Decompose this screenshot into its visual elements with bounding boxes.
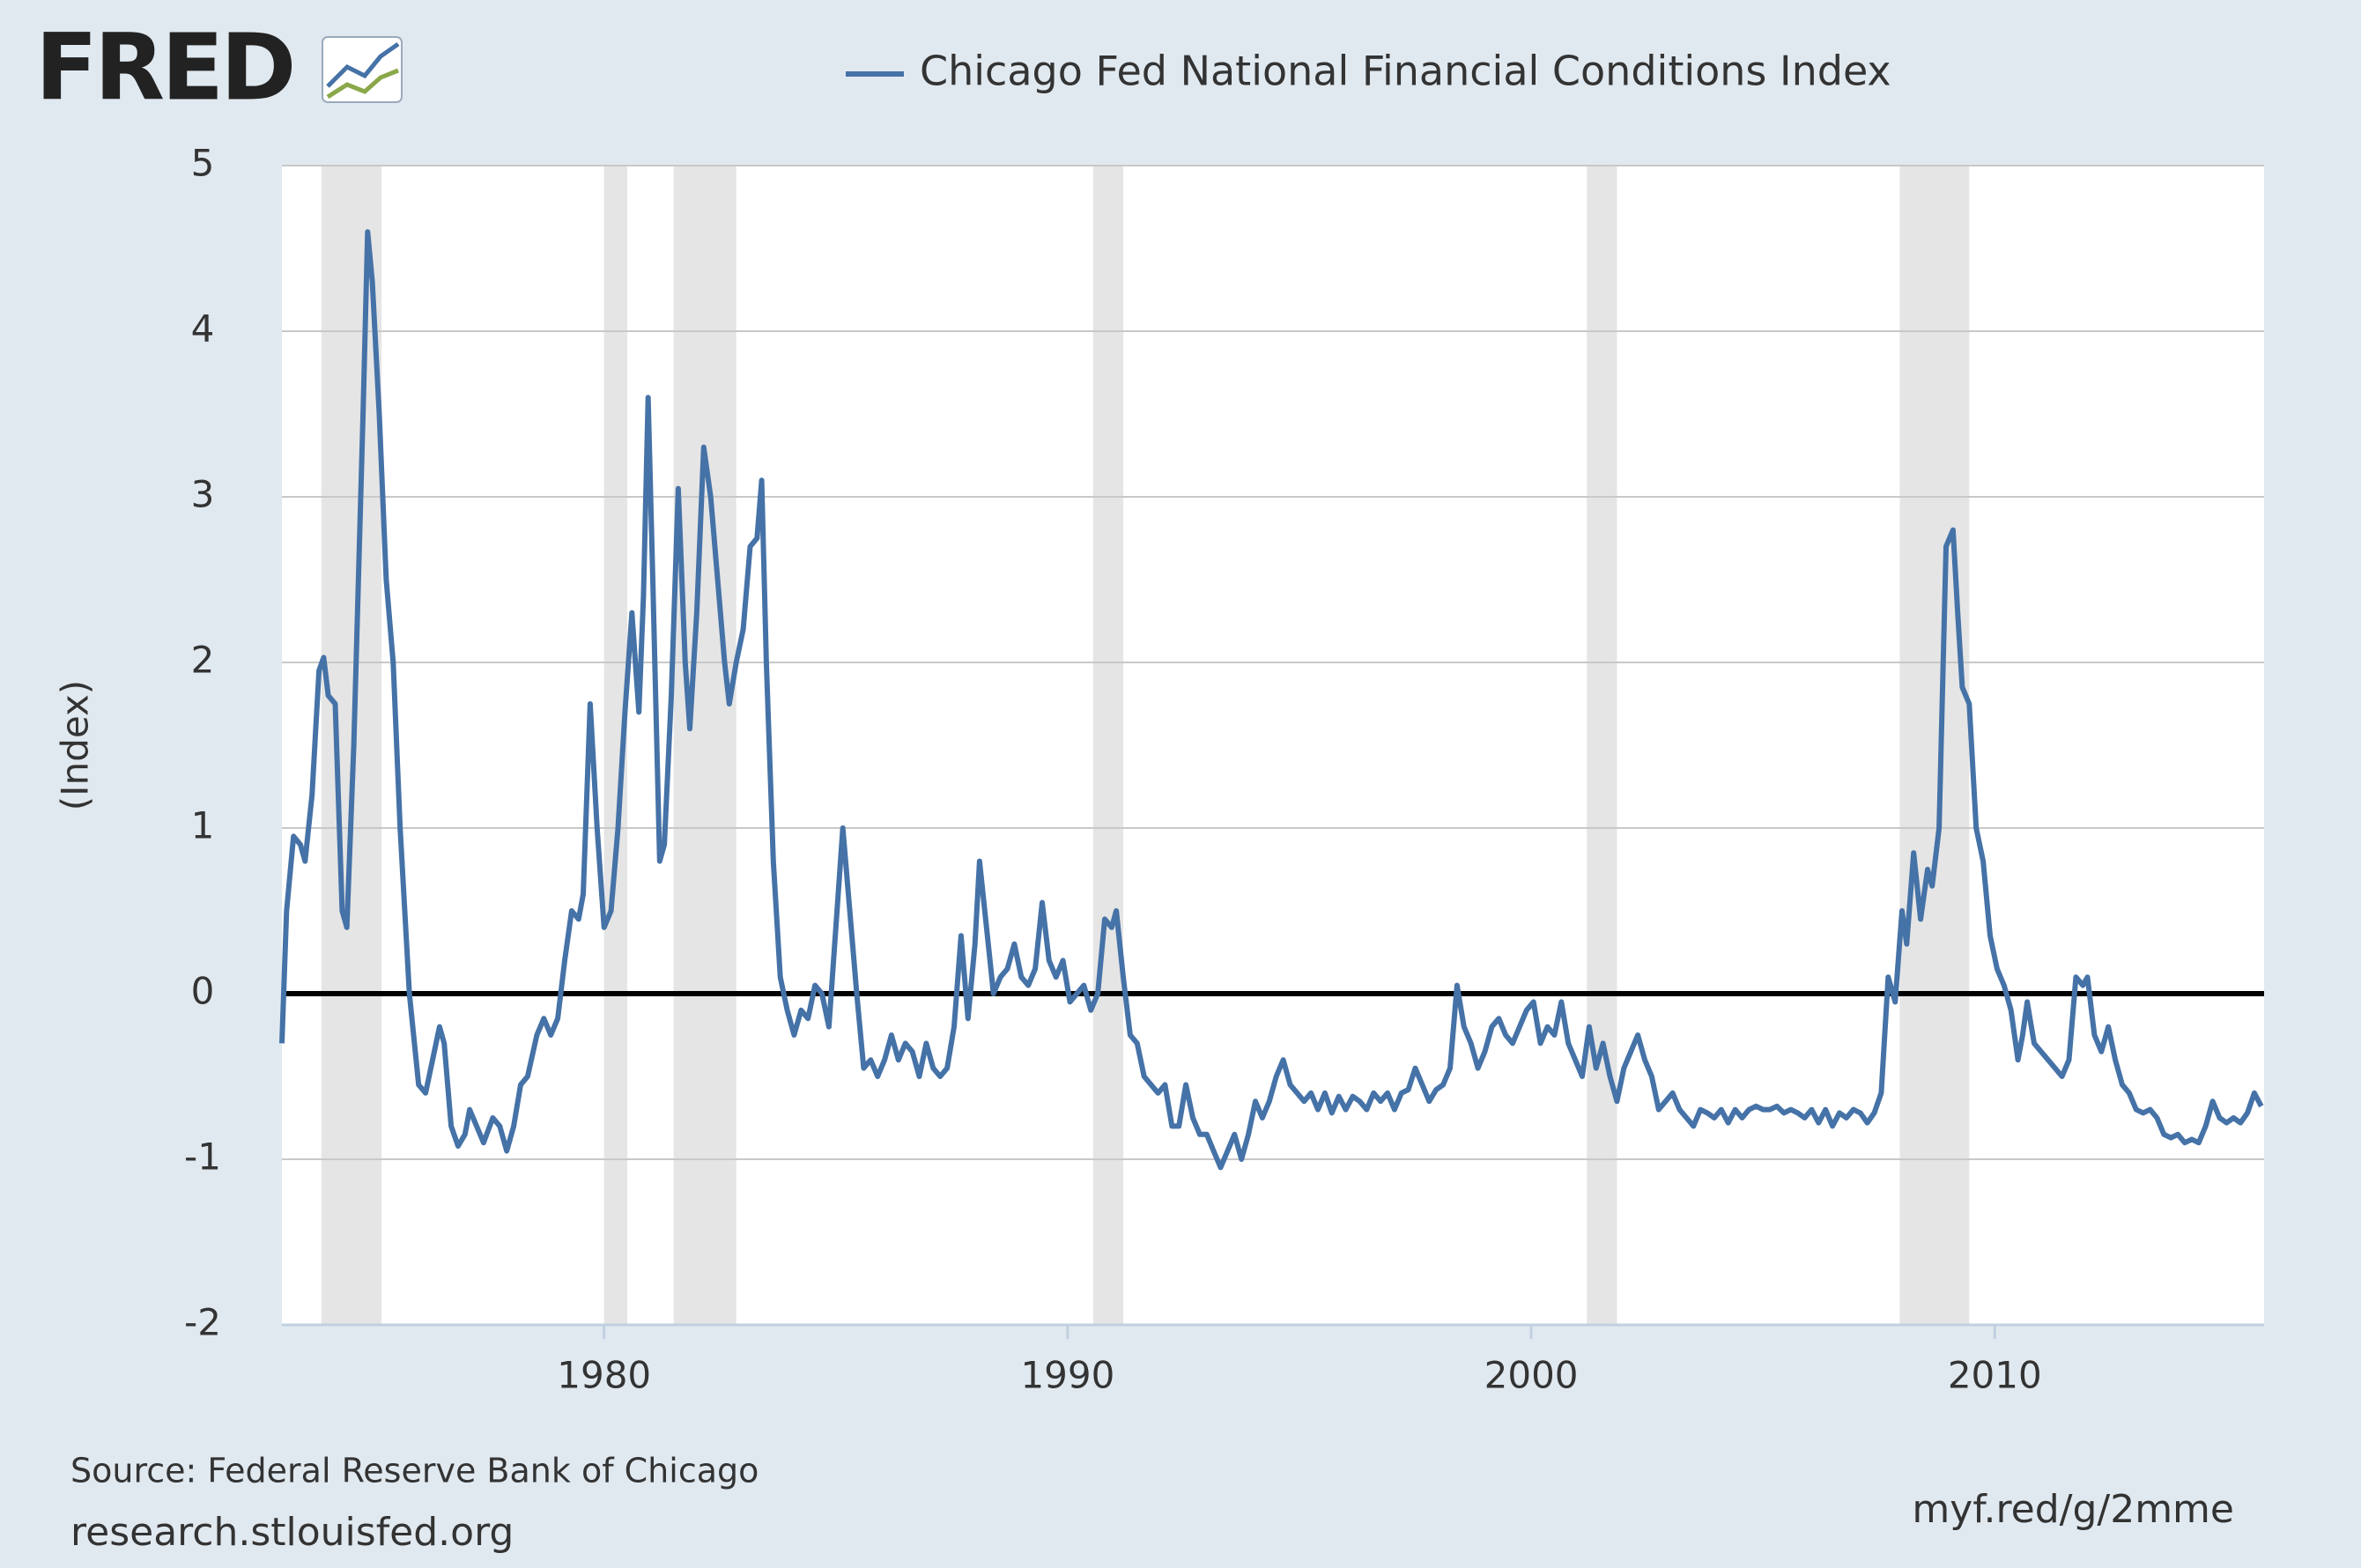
x-tick-label: 1980 [557, 1354, 651, 1397]
y-axis-label: (Index) [54, 680, 97, 810]
y-tick-label: 0 [191, 970, 215, 1013]
logo-icon [322, 36, 403, 103]
x-tick-label: 2010 [1948, 1354, 2042, 1397]
y-tick-label: 2 [191, 639, 215, 682]
recession-band [1587, 166, 1617, 1325]
y-tick-label: -1 [184, 1135, 221, 1179]
recession-band [673, 166, 736, 1325]
logo: FRED [35, 13, 293, 121]
x-tick-label: 1990 [1020, 1354, 1114, 1397]
recession-band [1899, 166, 1970, 1325]
series-line [279, 229, 2264, 1171]
legend-label: Chicago Fed National Financial Condition… [920, 48, 1891, 95]
y-tick-label: 1 [191, 804, 215, 847]
site: research.stlouisfed.org [70, 1510, 514, 1555]
recession-band [1092, 166, 1124, 1325]
y-tick-label: -2 [184, 1301, 221, 1344]
short-url: myf.red/g/2mme [1912, 1487, 2234, 1532]
x-tick-label: 2000 [1484, 1354, 1579, 1397]
y-tick-label: 5 [191, 142, 215, 185]
source: Source: Federal Reserve Bank of Chicago [70, 1452, 759, 1490]
y-tick-label: 4 [191, 307, 215, 351]
y-tick-label: 3 [191, 473, 215, 516]
